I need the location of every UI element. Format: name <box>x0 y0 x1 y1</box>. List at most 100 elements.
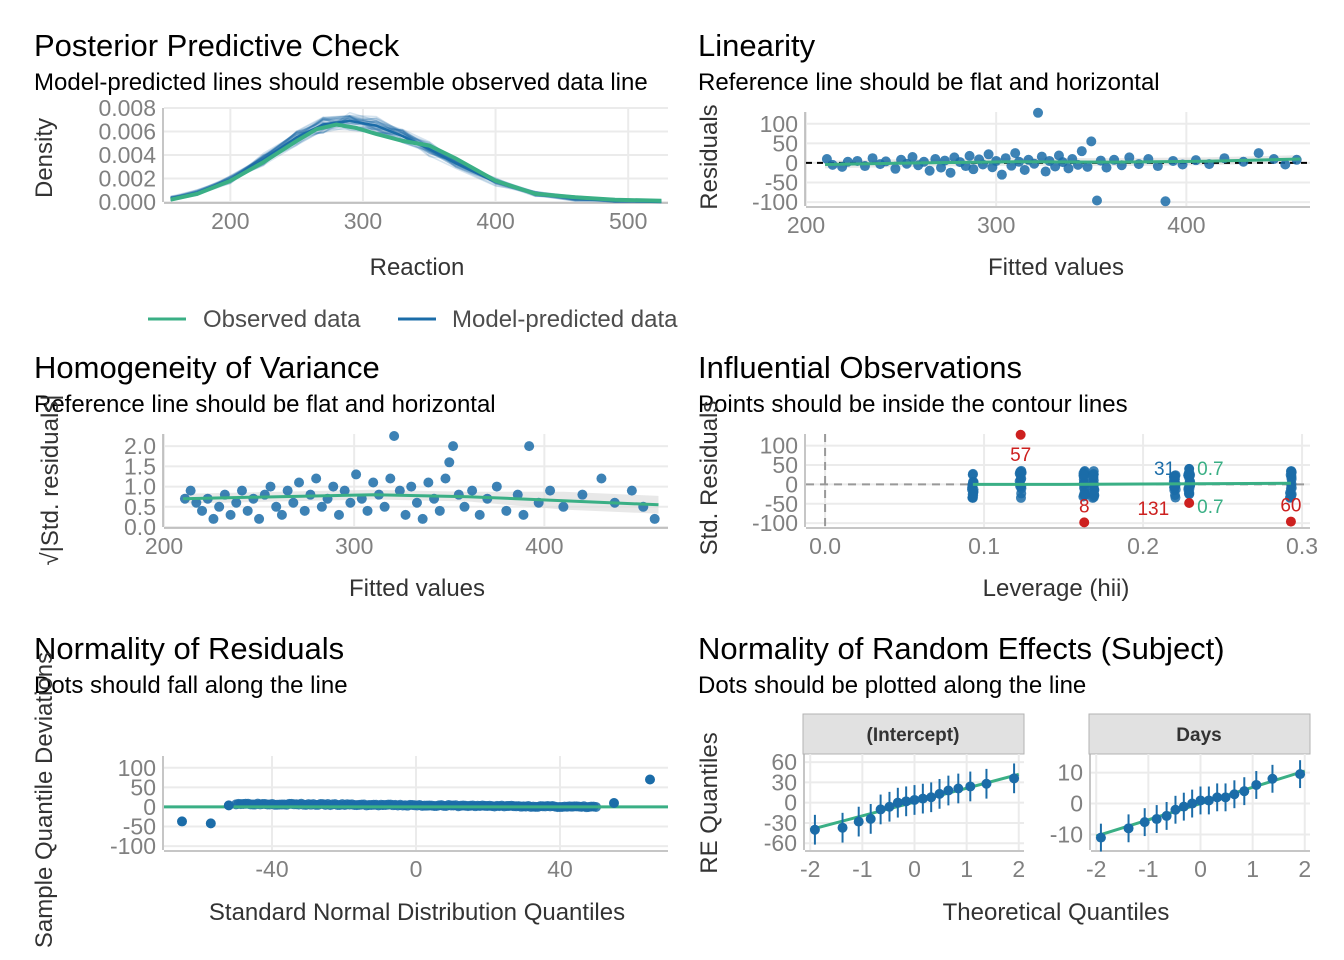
leverage-point <box>967 468 978 479</box>
ppc-legend: Observed data Model-predicted data <box>148 306 678 333</box>
re-point <box>1212 792 1223 803</box>
y-tick-label: 0.5 <box>124 494 156 520</box>
smooth-line <box>972 481 1291 486</box>
y-tick-label: 0 <box>143 794 156 820</box>
legend-predicted-label: Model-predicted data <box>452 306 678 333</box>
std-residual-point <box>351 469 362 480</box>
std-residual-point <box>444 457 455 468</box>
std-residual-point <box>558 501 569 512</box>
residual-point <box>890 163 901 174</box>
qq-tail-point <box>609 798 619 808</box>
std-residual-point <box>316 501 327 512</box>
x-tick-label: 2 <box>1298 856 1311 882</box>
y-tick-label: 1.5 <box>124 453 156 479</box>
residual-point <box>1033 107 1044 118</box>
re-point <box>1139 817 1150 828</box>
predicted-draw-line <box>170 120 662 202</box>
y-tick-label: 30 <box>771 769 797 795</box>
x-tick-label: 0.3 <box>1286 533 1318 559</box>
x-tick-label: 0.1 <box>968 533 1000 559</box>
ppc-ylabel: Density <box>31 118 58 198</box>
normality-subtitle: Dots should fall along the line <box>34 672 348 699</box>
residual-point <box>1280 159 1291 170</box>
legend-observed-label: Observed data <box>203 306 361 333</box>
x-tick-label: 200 <box>145 533 183 559</box>
std-residual-point <box>282 485 293 496</box>
homogeneity-panel: Homogeneity of Variance Reference line s… <box>34 350 668 602</box>
std-residual-point <box>197 505 208 516</box>
re-point <box>909 794 920 805</box>
predicted-draw-line <box>170 121 662 203</box>
leverage-point <box>1080 488 1091 499</box>
contour-label-lower: 0.7 <box>1197 497 1223 518</box>
y-tick-label: 50 <box>772 452 798 478</box>
y-tick-label: 0 <box>785 150 798 176</box>
leverage-point <box>1015 492 1026 503</box>
x-tick-label: 200 <box>211 208 249 234</box>
x-tick-label: 1 <box>1246 856 1259 882</box>
linearity-subtitle: Reference line should be flat and horizo… <box>698 69 1160 96</box>
predicted-draw-line <box>170 116 662 203</box>
predicted-draw-line <box>170 115 662 202</box>
x-tick-label: 400 <box>1167 212 1205 238</box>
std-residual-point <box>231 497 242 508</box>
y-tick-label: 0.002 <box>98 166 156 192</box>
linearity-panel: Linearity Reference line should be flat … <box>696 28 1310 281</box>
y-tick-label: 0 <box>784 790 797 816</box>
std-residual-point <box>265 481 276 492</box>
std-residual-point <box>276 509 287 520</box>
contour-label-upper: 0.7 <box>1197 459 1223 480</box>
re-point <box>1009 773 1020 784</box>
normality-xlabel: Standard Normal Distribution Quantiles <box>209 899 625 926</box>
predicted-draw-line <box>170 122 662 203</box>
ppc-xlabel: Reaction <box>370 254 465 281</box>
ppc-subtitle: Model-predicted lines should resemble ob… <box>34 69 648 96</box>
re-point <box>1251 779 1262 790</box>
homogeneity-xlabel: Fitted values <box>349 575 485 602</box>
facet-strip-days <box>1088 713 1311 755</box>
y-tick-label: -100 <box>752 510 798 536</box>
residual-point <box>983 149 994 160</box>
x-tick-label: -40 <box>255 856 288 882</box>
re-point <box>981 778 992 789</box>
predicted-draw-line <box>170 115 662 203</box>
ppc-panel: Posterior Predictive Check Model-predict… <box>31 28 678 333</box>
influential-title: Influential Observations <box>698 350 1022 385</box>
x-tick-label: 0 <box>1194 856 1207 882</box>
std-residual-point <box>362 505 373 516</box>
residual-point <box>1036 151 1047 162</box>
re-point <box>1267 773 1278 784</box>
std-residual-point <box>385 473 396 484</box>
residual-point <box>996 169 1007 180</box>
re-point <box>853 816 864 827</box>
residual-point <box>1082 161 1093 172</box>
residual-point <box>1040 166 1051 177</box>
std-residual-point <box>417 513 428 524</box>
y-tick-label: 50 <box>772 130 798 156</box>
std-residual-point <box>474 509 485 520</box>
std-residual-point <box>459 501 470 512</box>
re-point <box>901 796 912 807</box>
residual-point <box>1019 164 1030 175</box>
predicted-draw-line <box>170 121 662 203</box>
x-tick-label: 400 <box>525 533 563 559</box>
y-tick-label: -60 <box>764 830 797 856</box>
re-point <box>1220 792 1231 803</box>
std-residual-point <box>191 497 202 508</box>
std-residual-point <box>423 477 434 488</box>
x-tick-label: -1 <box>1138 856 1158 882</box>
y-tick-label: 0.0 <box>124 514 156 540</box>
labelled-point <box>1184 463 1195 474</box>
label-131: 131 <box>1137 499 1169 520</box>
facet-label-days: Days <box>1176 725 1221 746</box>
residual-point <box>1063 163 1074 174</box>
y-tick-label: 10 <box>1057 760 1083 786</box>
y-tick-label: 60 <box>771 749 797 775</box>
predicted-draw-line <box>170 115 662 203</box>
labelled-point <box>1285 516 1296 527</box>
residual-point <box>1010 148 1021 159</box>
re-point <box>1203 795 1214 806</box>
y-tick-label: -50 <box>765 491 798 517</box>
